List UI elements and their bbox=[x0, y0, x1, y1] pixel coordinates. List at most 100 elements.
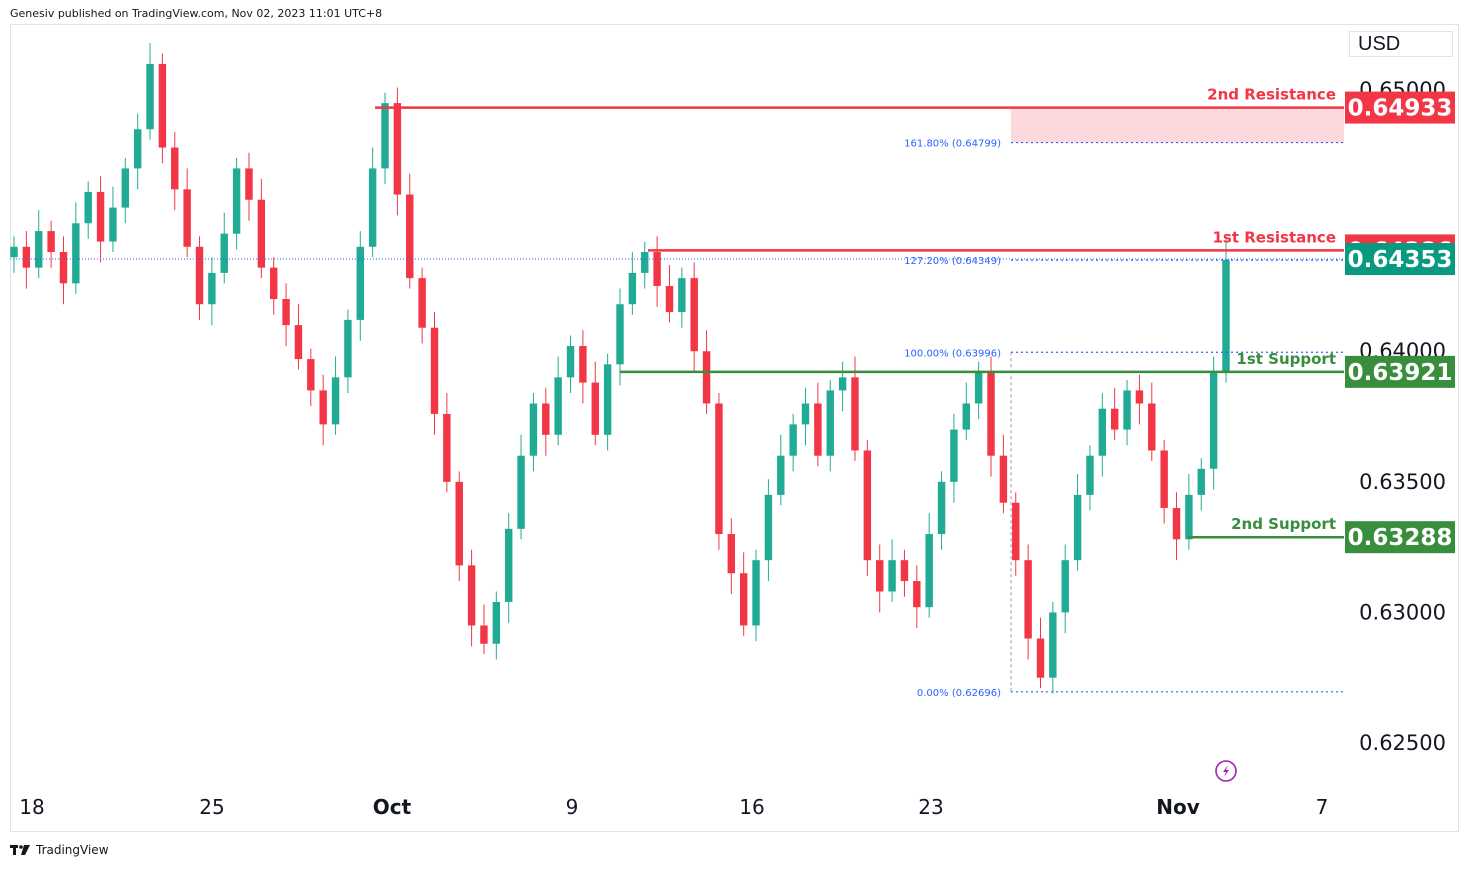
candle bbox=[937, 471, 946, 550]
candle bbox=[826, 379, 834, 472]
candle-body bbox=[1024, 560, 1032, 639]
candle bbox=[851, 356, 859, 461]
candle-body bbox=[455, 481, 463, 566]
levels-layer: 2nd Resistance 1st Resistance 1st Support 2… bbox=[10, 86, 1344, 539]
candle bbox=[84, 181, 92, 239]
candle bbox=[838, 361, 847, 412]
candle-body bbox=[10, 246, 18, 258]
candle-body bbox=[542, 403, 550, 435]
candle bbox=[789, 413, 797, 472]
candle-body bbox=[591, 382, 599, 435]
resistance-zone bbox=[1011, 107, 1344, 143]
candle-body bbox=[504, 528, 513, 602]
candle-body bbox=[282, 299, 290, 326]
candle bbox=[430, 312, 439, 435]
candle-body bbox=[987, 372, 995, 456]
candle-body bbox=[1209, 372, 1218, 469]
candle-body bbox=[72, 223, 80, 284]
candle-body bbox=[270, 267, 278, 300]
candle bbox=[480, 604, 488, 655]
candle bbox=[368, 147, 377, 258]
candle bbox=[1123, 379, 1131, 446]
candle bbox=[245, 152, 253, 221]
candle-body bbox=[84, 191, 92, 224]
candle bbox=[1160, 440, 1168, 524]
candle bbox=[529, 393, 538, 472]
candle bbox=[913, 565, 921, 629]
candle-body bbox=[1098, 408, 1107, 456]
candle bbox=[59, 236, 68, 305]
candle bbox=[1036, 617, 1045, 689]
candle bbox=[183, 168, 191, 258]
tradingview-brand[interactable]: TradingView bbox=[10, 843, 109, 857]
candle bbox=[1209, 356, 1218, 490]
candle bbox=[641, 241, 649, 289]
y-tick-label: 0.62500 bbox=[1359, 731, 1446, 755]
candle bbox=[1197, 458, 1205, 511]
x-tick-label: 23 bbox=[918, 795, 943, 819]
price-badge-label: 0.63921 bbox=[1348, 360, 1453, 386]
candle-body bbox=[467, 565, 476, 626]
candle-body bbox=[158, 63, 167, 148]
candle bbox=[220, 212, 228, 284]
candle bbox=[1024, 544, 1032, 660]
candle bbox=[294, 304, 303, 370]
candle bbox=[1098, 393, 1107, 477]
candle bbox=[344, 309, 352, 394]
candle-body bbox=[1160, 450, 1168, 508]
level-label: 1st Resistance bbox=[1212, 228, 1336, 246]
candle bbox=[876, 544, 884, 613]
candle-body bbox=[1012, 502, 1020, 561]
candle bbox=[616, 288, 624, 386]
candle-body bbox=[1222, 259, 1230, 373]
candle bbox=[739, 552, 748, 636]
candle-body bbox=[208, 272, 216, 305]
candle bbox=[962, 382, 970, 441]
candle bbox=[628, 251, 637, 315]
candle-body bbox=[1073, 494, 1082, 561]
candle-body bbox=[1123, 390, 1131, 430]
candle-body bbox=[1197, 468, 1205, 495]
candle-body bbox=[1148, 403, 1156, 451]
candle-body bbox=[641, 251, 649, 273]
lightning-icon[interactable] bbox=[1215, 760, 1237, 782]
candle bbox=[270, 257, 278, 315]
candle-body bbox=[47, 231, 55, 252]
candle-body bbox=[517, 455, 525, 529]
candle bbox=[35, 210, 43, 279]
candle bbox=[22, 231, 31, 289]
candle bbox=[208, 257, 216, 326]
candle-body bbox=[1110, 408, 1119, 430]
level-label: 1st Support bbox=[1236, 350, 1336, 368]
x-tick-label: 25 bbox=[199, 795, 224, 819]
candle-body bbox=[171, 147, 179, 190]
candle-body bbox=[777, 455, 785, 495]
candle bbox=[1222, 238, 1230, 383]
candle-body bbox=[96, 191, 105, 242]
candle-body bbox=[727, 534, 736, 574]
candle bbox=[504, 513, 513, 623]
candle-body bbox=[603, 364, 612, 435]
candle bbox=[406, 173, 414, 289]
currency-selector[interactable]: USD bbox=[1349, 31, 1453, 57]
candle-body bbox=[480, 625, 488, 644]
candle-body bbox=[678, 278, 686, 313]
candle-body bbox=[529, 403, 538, 456]
price-badge-label: 0.64933 bbox=[1348, 96, 1453, 122]
candle-body bbox=[331, 377, 340, 425]
candle-body bbox=[925, 534, 933, 608]
candle-body bbox=[937, 481, 946, 535]
level-label: 2nd Support bbox=[1231, 515, 1336, 533]
candle-body bbox=[739, 573, 748, 626]
candle bbox=[133, 113, 142, 190]
candle-body bbox=[876, 560, 884, 592]
candle-body bbox=[294, 325, 303, 360]
candle-body bbox=[999, 455, 1008, 503]
candle-body bbox=[863, 450, 872, 561]
candle bbox=[690, 262, 698, 373]
candle bbox=[96, 176, 105, 263]
candle bbox=[764, 479, 773, 582]
candle-body bbox=[1036, 638, 1045, 678]
